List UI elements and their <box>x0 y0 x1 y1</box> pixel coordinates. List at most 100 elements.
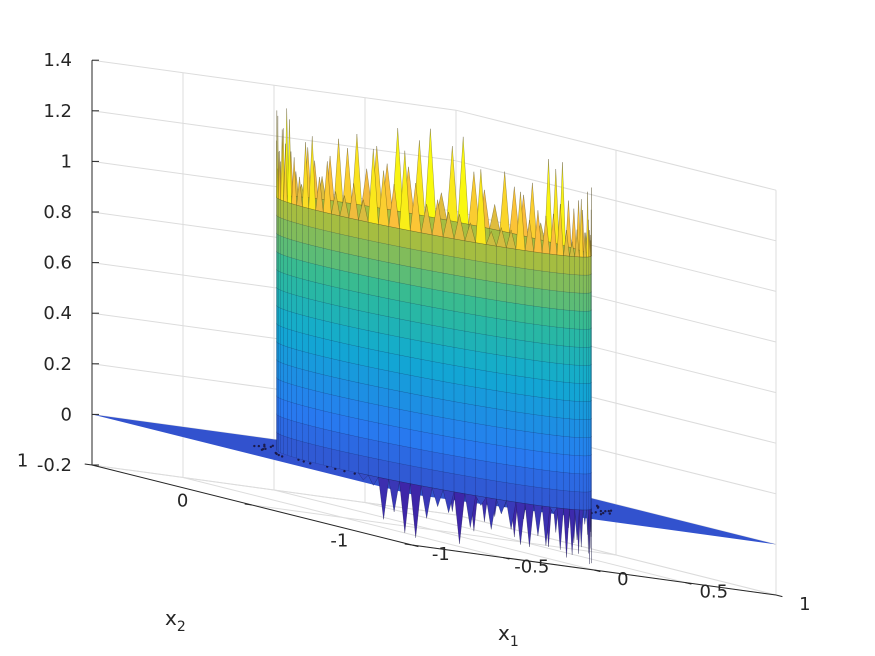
surface-wall-patch <box>464 457 476 478</box>
surface-overshoot-spike <box>276 110 278 199</box>
surface-wall-patch <box>399 228 411 250</box>
surface-wall-patch <box>291 239 297 260</box>
surface-wall-patch <box>283 236 288 257</box>
surface-wall-patch <box>296 204 303 226</box>
surface-wall-patch <box>296 439 303 461</box>
surface-wall-patch <box>431 361 444 382</box>
surface-wall-patch <box>308 244 316 265</box>
surface-wall-patch <box>420 358 433 380</box>
surface-wall-patch <box>348 217 359 239</box>
surface-wall-patch <box>515 393 526 414</box>
surface-wall-patch <box>367 456 379 478</box>
surface-wall-patch <box>569 472 575 492</box>
surface-wall-patch <box>569 490 575 510</box>
surface-wall-patch <box>331 430 341 452</box>
surface-wall-patch <box>287 219 292 241</box>
surface-undershoot-spike <box>586 509 590 535</box>
surface-wall-patch <box>296 367 303 388</box>
surface-wall-patch <box>475 477 487 498</box>
surface-wall-patch <box>524 430 535 451</box>
surface-wall-patch <box>541 415 551 435</box>
surface-wall-patch <box>464 403 476 424</box>
surface-wall-patch <box>287 201 292 223</box>
surface-wall-patch <box>515 483 526 504</box>
surface-wall-patch <box>339 287 350 309</box>
surface-overshoot-spike <box>280 129 284 202</box>
x2-tick-mark <box>84 463 93 466</box>
surface-wall-patch <box>506 283 517 304</box>
surface-wall-patch <box>367 402 379 424</box>
surface-wall-patch <box>582 383 587 402</box>
surface-wall-patch <box>442 363 455 384</box>
surface-wall-patch <box>358 454 369 476</box>
surface-wall-patch <box>399 445 411 466</box>
surface-undershoot-spike <box>475 495 487 506</box>
surface-wall-patch <box>574 418 580 438</box>
surface-wall-patch <box>496 480 507 501</box>
surface-wall-patch <box>308 442 316 464</box>
surface-overshoot-spike <box>342 148 353 204</box>
surface-wall-patch <box>409 465 422 487</box>
rim-noise-point <box>599 509 603 513</box>
surface-wall-patch <box>579 310 584 330</box>
surface-wall-patch <box>464 475 476 496</box>
surface-wall-patch <box>302 242 309 263</box>
surface-wall-patch <box>331 267 341 289</box>
surface-wall-patch <box>485 244 497 265</box>
surface-wall-patch <box>302 314 309 336</box>
surface-wall-patch <box>280 271 284 292</box>
surface-overshoot-spike <box>333 138 344 203</box>
surface-undershoot-spike <box>495 498 507 515</box>
surface-wall-patch <box>453 455 466 477</box>
surface-wall-patch <box>453 419 466 440</box>
surface-overshoot-spike <box>590 240 592 258</box>
surface-wall-patch <box>556 399 564 419</box>
surface-wall-patch <box>315 282 324 303</box>
surface-wall-patch <box>339 342 350 363</box>
surface-wall-patch <box>409 429 422 450</box>
surface-wall-patch <box>331 358 341 379</box>
surface-wall-patch <box>399 354 411 376</box>
surface-wall-patch <box>420 395 433 416</box>
surface-wall-patch <box>533 378 543 398</box>
surface-wall-patch <box>308 388 316 410</box>
surface-wall-patch <box>358 436 369 458</box>
surface-wall-patch <box>280 235 284 256</box>
surface-wall-patch <box>420 467 433 489</box>
surface-wall-patch <box>569 346 575 366</box>
rim-noise-point <box>334 467 337 471</box>
surface-wall-patch <box>291 329 297 351</box>
surface-undershoot-spike <box>431 487 444 508</box>
surface-overshoot-spike <box>485 230 497 247</box>
surface-wall-patch <box>378 440 390 462</box>
surface-wall-patch <box>515 447 526 468</box>
surface-wall-patch <box>556 489 564 509</box>
surface-wall-patch <box>549 488 558 509</box>
surface-wall-patch <box>358 219 369 241</box>
surface-wall-patch <box>388 461 400 482</box>
surface-wall-patch <box>569 436 575 456</box>
surface-wall-patch <box>586 473 590 493</box>
surface-wall-patch <box>569 328 575 348</box>
surface-wall-patch <box>308 316 316 337</box>
surface-wall-patch <box>322 338 332 359</box>
surface-wall-patch <box>574 346 580 366</box>
surface-wall-patch <box>399 318 411 340</box>
surface-wall-patch <box>574 364 580 384</box>
surface-wall-patch <box>556 308 564 329</box>
surface-wall-patch <box>574 491 580 511</box>
surface-wall-patch <box>378 386 390 408</box>
surface-overshoot-spike <box>574 229 580 258</box>
surface-wall-patch <box>582 401 587 420</box>
rim-noise-point <box>607 509 610 513</box>
x1-tick-label: -1 <box>432 544 450 565</box>
rim-noise-point <box>309 462 312 465</box>
surface-wall-patch <box>331 412 341 434</box>
grid-line <box>91 464 457 516</box>
surface-wall-patch <box>420 286 433 308</box>
surface-wall-patch <box>579 346 584 366</box>
surface-wall-patch <box>420 304 433 326</box>
surface-wall-patch <box>442 471 455 493</box>
surface-wall-patch <box>302 260 309 281</box>
surface-wall-patch <box>388 442 400 464</box>
